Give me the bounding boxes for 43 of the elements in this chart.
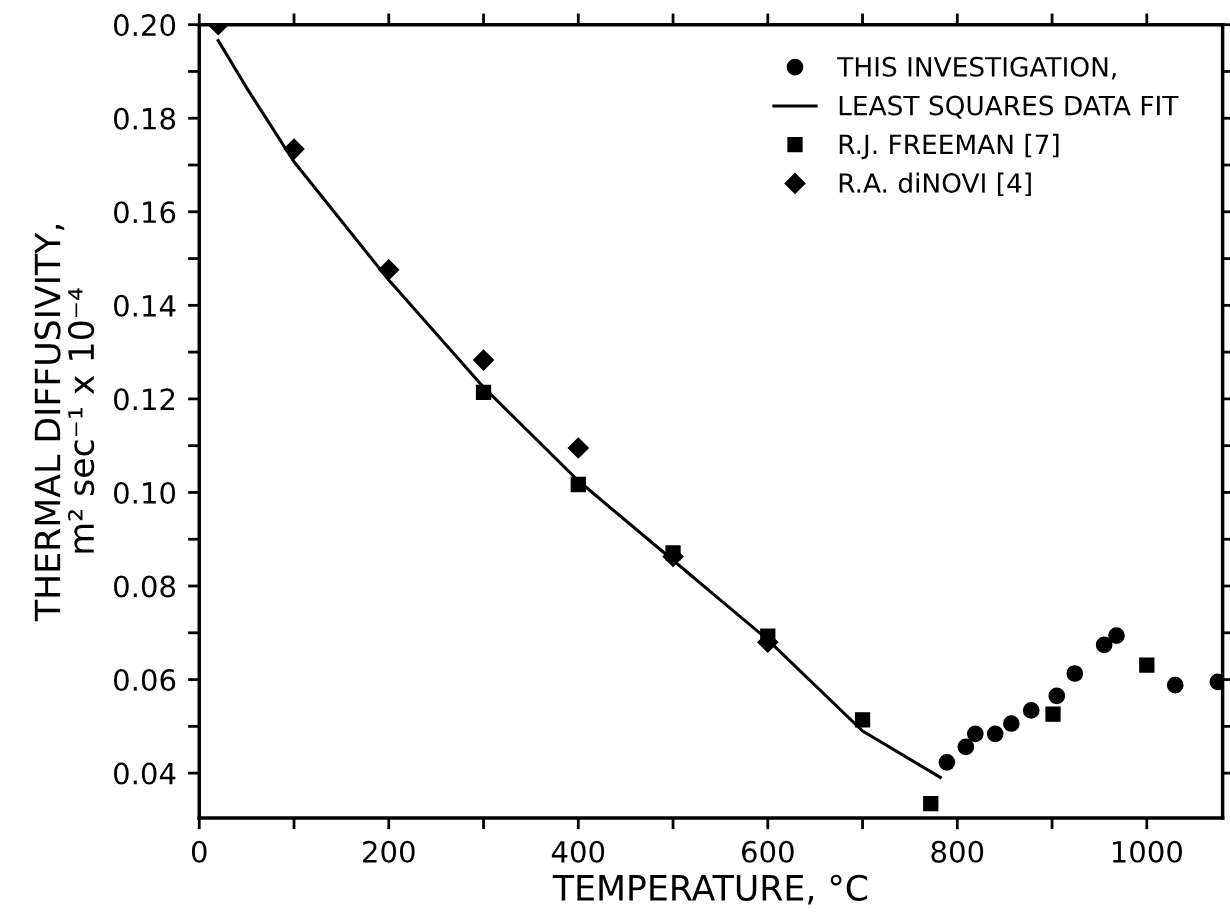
point xyxy=(1066,665,1084,682)
point xyxy=(1045,706,1061,722)
point xyxy=(475,384,492,400)
x-axis-title: TEMPERATURE, °C xyxy=(552,874,868,905)
legend-label: R.A. diNOVI [4] xyxy=(839,172,1031,197)
point xyxy=(567,437,589,459)
point xyxy=(1022,702,1040,719)
legend-label: R.J. FREEMAN [7] xyxy=(839,133,1059,160)
y-tick-label: 0.14 xyxy=(114,294,176,317)
point xyxy=(986,725,1004,743)
point xyxy=(957,738,975,756)
point xyxy=(665,545,681,561)
x-tick-label: 600 xyxy=(741,840,794,863)
y-tick-label: 0.16 xyxy=(114,201,176,224)
x-tick-label: 800 xyxy=(931,840,984,863)
legend-label: THIS INVESTIGATION, xyxy=(837,56,1116,80)
x-tick-label: 0 xyxy=(191,840,207,863)
point xyxy=(1002,715,1020,732)
point xyxy=(473,349,495,371)
point xyxy=(1108,627,1125,644)
y-axis-title: THERMAL DIFFUSIVITY, m² sec⁻¹ x 10⁻⁴ xyxy=(34,224,95,622)
y-tick-label: 0.20 xyxy=(114,14,176,37)
x-tick-label: 1000 xyxy=(1112,840,1182,863)
point xyxy=(923,795,939,812)
point xyxy=(378,259,400,281)
x-tick-label: 200 xyxy=(363,840,415,863)
y-tick-label: 0.12 xyxy=(114,388,175,411)
y-tick-label: 0.10 xyxy=(114,481,176,504)
point xyxy=(1095,636,1113,654)
point xyxy=(1048,687,1066,705)
point xyxy=(570,476,586,493)
point xyxy=(1166,676,1184,694)
point xyxy=(283,138,305,160)
point xyxy=(938,754,956,771)
y-tick-label: 0.08 xyxy=(114,575,176,598)
y-tick-label: 0.04 xyxy=(114,762,176,785)
y-tick-label: 0.18 xyxy=(114,107,176,130)
point xyxy=(854,712,871,728)
point xyxy=(1139,657,1155,673)
x-tick-label: 400 xyxy=(551,840,605,863)
legend-label: LEAST SQUARES DATA FIT xyxy=(839,95,1179,119)
y-tick-label: 0.06 xyxy=(114,669,176,692)
point xyxy=(966,725,984,743)
